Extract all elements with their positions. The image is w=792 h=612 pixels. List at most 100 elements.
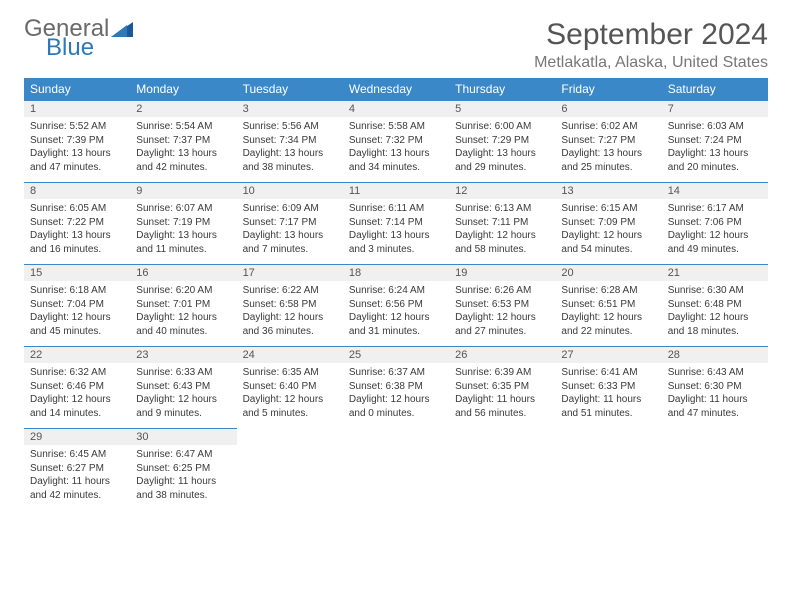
sunrise-text: Sunrise: 6:11 AM [349, 202, 443, 216]
daylight-text: Daylight: 13 hours and 25 minutes. [561, 147, 655, 174]
sunset-text: Sunset: 6:51 PM [561, 298, 655, 312]
day-details: Sunrise: 6:22 AMSunset: 6:58 PMDaylight:… [237, 281, 343, 344]
daylight-text: Daylight: 13 hours and 34 minutes. [349, 147, 443, 174]
sunrise-text: Sunrise: 6:07 AM [136, 202, 230, 216]
day-details: Sunrise: 6:26 AMSunset: 6:53 PMDaylight:… [449, 281, 555, 344]
calendar-day: 16Sunrise: 6:20 AMSunset: 7:01 PMDayligh… [130, 264, 236, 346]
day-number: 12 [449, 182, 555, 199]
day-number: 29 [24, 428, 130, 445]
calendar-day [449, 428, 555, 510]
weekday-header: Wednesday [343, 78, 449, 100]
daylight-text: Daylight: 12 hours and 27 minutes. [455, 311, 549, 338]
daylight-text: Daylight: 11 hours and 47 minutes. [668, 393, 762, 420]
location-subtitle: Metlakatla, Alaska, United States [534, 54, 768, 72]
daylight-text: Daylight: 12 hours and 14 minutes. [30, 393, 124, 420]
calendar-day: 18Sunrise: 6:24 AMSunset: 6:56 PMDayligh… [343, 264, 449, 346]
sunset-text: Sunset: 6:48 PM [668, 298, 762, 312]
day-details: Sunrise: 6:45 AMSunset: 6:27 PMDaylight:… [24, 445, 130, 508]
calendar-day: 24Sunrise: 6:35 AMSunset: 6:40 PMDayligh… [237, 346, 343, 428]
day-details: Sunrise: 6:03 AMSunset: 7:24 PMDaylight:… [662, 117, 768, 180]
daylight-text: Daylight: 13 hours and 20 minutes. [668, 147, 762, 174]
calendar-day: 11Sunrise: 6:11 AMSunset: 7:14 PMDayligh… [343, 182, 449, 264]
sunrise-text: Sunrise: 5:54 AM [136, 120, 230, 134]
day-details: Sunrise: 6:41 AMSunset: 6:33 PMDaylight:… [555, 363, 661, 426]
calendar-day: 23Sunrise: 6:33 AMSunset: 6:43 PMDayligh… [130, 346, 236, 428]
sunset-text: Sunset: 7:34 PM [243, 134, 337, 148]
day-number: 22 [24, 346, 130, 363]
calendar-week: 1Sunrise: 5:52 AMSunset: 7:39 PMDaylight… [24, 100, 768, 182]
daylight-text: Daylight: 12 hours and 31 minutes. [349, 311, 443, 338]
sunrise-text: Sunrise: 6:02 AM [561, 120, 655, 134]
day-details: Sunrise: 6:28 AMSunset: 6:51 PMDaylight:… [555, 281, 661, 344]
calendar-day [662, 428, 768, 510]
day-number: 23 [130, 346, 236, 363]
sunset-text: Sunset: 7:24 PM [668, 134, 762, 148]
daylight-text: Daylight: 13 hours and 7 minutes. [243, 229, 337, 256]
sunrise-text: Sunrise: 6:24 AM [349, 284, 443, 298]
sunrise-text: Sunrise: 6:33 AM [136, 366, 230, 380]
sunrise-text: Sunrise: 6:17 AM [668, 202, 762, 216]
daylight-text: Daylight: 11 hours and 51 minutes. [561, 393, 655, 420]
page-title: September 2024 [534, 18, 768, 52]
sunrise-text: Sunrise: 6:03 AM [668, 120, 762, 134]
day-details: Sunrise: 6:37 AMSunset: 6:38 PMDaylight:… [343, 363, 449, 426]
calendar-week: 22Sunrise: 6:32 AMSunset: 6:46 PMDayligh… [24, 346, 768, 428]
sunset-text: Sunset: 7:32 PM [349, 134, 443, 148]
calendar-header: SundayMondayTuesdayWednesdayThursdayFrid… [24, 78, 768, 100]
calendar-day [343, 428, 449, 510]
day-details: Sunrise: 6:07 AMSunset: 7:19 PMDaylight:… [130, 199, 236, 262]
day-details: Sunrise: 6:13 AMSunset: 7:11 PMDaylight:… [449, 199, 555, 262]
daylight-text: Daylight: 12 hours and 36 minutes. [243, 311, 337, 338]
calendar-day: 8Sunrise: 6:05 AMSunset: 7:22 PMDaylight… [24, 182, 130, 264]
day-details: Sunrise: 6:35 AMSunset: 6:40 PMDaylight:… [237, 363, 343, 426]
sunrise-text: Sunrise: 6:41 AM [561, 366, 655, 380]
sunset-text: Sunset: 6:30 PM [668, 380, 762, 394]
day-details: Sunrise: 6:32 AMSunset: 6:46 PMDaylight:… [24, 363, 130, 426]
daylight-text: Daylight: 13 hours and 11 minutes. [136, 229, 230, 256]
calendar-day: 27Sunrise: 6:41 AMSunset: 6:33 PMDayligh… [555, 346, 661, 428]
sunset-text: Sunset: 6:33 PM [561, 380, 655, 394]
sunset-text: Sunset: 7:22 PM [30, 216, 124, 230]
day-details: Sunrise: 5:58 AMSunset: 7:32 PMDaylight:… [343, 117, 449, 180]
day-details: Sunrise: 6:09 AMSunset: 7:17 PMDaylight:… [237, 199, 343, 262]
day-details: Sunrise: 6:05 AMSunset: 7:22 PMDaylight:… [24, 199, 130, 262]
weekday-header: Tuesday [237, 78, 343, 100]
calendar-day: 21Sunrise: 6:30 AMSunset: 6:48 PMDayligh… [662, 264, 768, 346]
daylight-text: Daylight: 11 hours and 42 minutes. [30, 475, 124, 502]
daylight-text: Daylight: 13 hours and 3 minutes. [349, 229, 443, 256]
calendar-week: 29Sunrise: 6:45 AMSunset: 6:27 PMDayligh… [24, 428, 768, 510]
weekday-header: Monday [130, 78, 236, 100]
day-number: 9 [130, 182, 236, 199]
sunset-text: Sunset: 7:39 PM [30, 134, 124, 148]
calendar-day: 13Sunrise: 6:15 AMSunset: 7:09 PMDayligh… [555, 182, 661, 264]
day-number: 6 [555, 100, 661, 117]
calendar-day: 9Sunrise: 6:07 AMSunset: 7:19 PMDaylight… [130, 182, 236, 264]
sunset-text: Sunset: 6:38 PM [349, 380, 443, 394]
day-details: Sunrise: 5:56 AMSunset: 7:34 PMDaylight:… [237, 117, 343, 180]
calendar-day [237, 428, 343, 510]
logo-word-blue: Blue [46, 37, 94, 60]
day-number: 20 [555, 264, 661, 281]
weekday-header: Friday [555, 78, 661, 100]
calendar-day: 14Sunrise: 6:17 AMSunset: 7:06 PMDayligh… [662, 182, 768, 264]
day-number: 13 [555, 182, 661, 199]
day-details: Sunrise: 6:00 AMSunset: 7:29 PMDaylight:… [449, 117, 555, 180]
day-number: 8 [24, 182, 130, 199]
calendar-day: 28Sunrise: 6:43 AMSunset: 6:30 PMDayligh… [662, 346, 768, 428]
day-number: 5 [449, 100, 555, 117]
sunrise-text: Sunrise: 6:26 AM [455, 284, 549, 298]
sunrise-text: Sunrise: 6:47 AM [136, 448, 230, 462]
day-number: 11 [343, 182, 449, 199]
day-details: Sunrise: 6:02 AMSunset: 7:27 PMDaylight:… [555, 117, 661, 180]
day-number: 10 [237, 182, 343, 199]
day-details: Sunrise: 6:18 AMSunset: 7:04 PMDaylight:… [24, 281, 130, 344]
day-number: 16 [130, 264, 236, 281]
calendar-day: 22Sunrise: 6:32 AMSunset: 6:46 PMDayligh… [24, 346, 130, 428]
calendar-day: 19Sunrise: 6:26 AMSunset: 6:53 PMDayligh… [449, 264, 555, 346]
day-details: Sunrise: 6:20 AMSunset: 7:01 PMDaylight:… [130, 281, 236, 344]
day-number: 30 [130, 428, 236, 445]
sunrise-text: Sunrise: 6:18 AM [30, 284, 124, 298]
sunrise-text: Sunrise: 6:20 AM [136, 284, 230, 298]
sunrise-text: Sunrise: 6:32 AM [30, 366, 124, 380]
calendar-week: 15Sunrise: 6:18 AMSunset: 7:04 PMDayligh… [24, 264, 768, 346]
